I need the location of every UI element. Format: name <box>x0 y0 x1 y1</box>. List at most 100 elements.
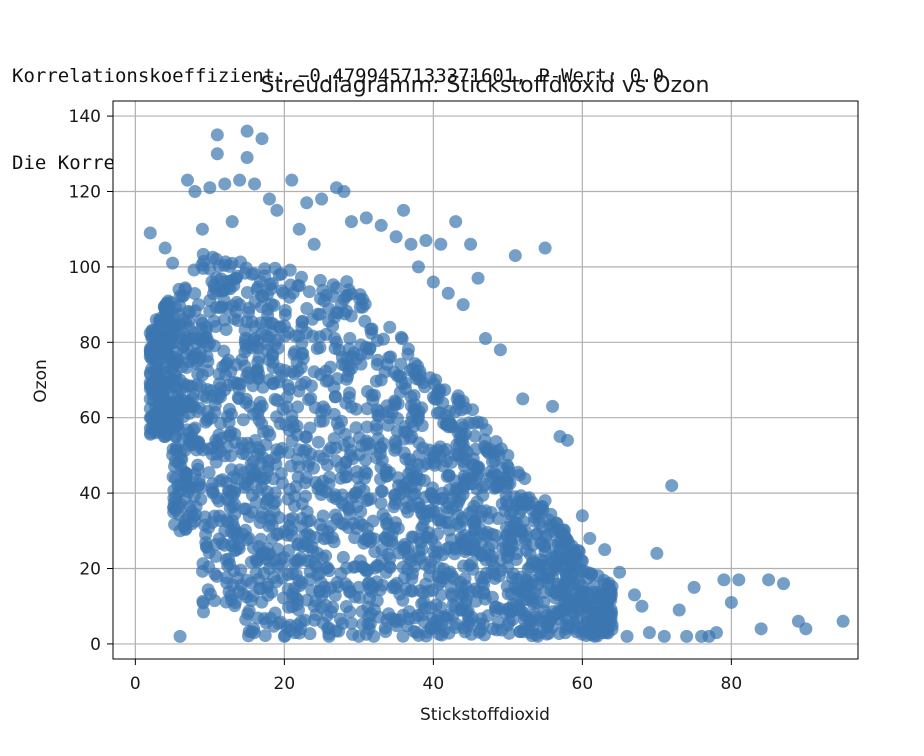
scatter-point <box>449 215 463 229</box>
scatter-point <box>225 215 239 229</box>
scatter-point <box>385 534 399 548</box>
scatter-point <box>421 584 435 598</box>
scatter-point <box>334 471 348 485</box>
scatter-point <box>508 515 522 529</box>
scatter-point <box>313 273 327 287</box>
scatter-point <box>215 536 229 550</box>
scatter-point <box>412 544 426 558</box>
scatter-point <box>494 476 508 490</box>
scatter-point <box>186 423 200 437</box>
scatter-point <box>329 454 343 468</box>
scatter-point <box>544 550 558 564</box>
scatter-point <box>404 237 418 251</box>
scatter-point <box>282 544 296 558</box>
scatter-point <box>299 430 313 444</box>
scatter-point <box>263 277 277 291</box>
scatter-point <box>538 494 552 508</box>
scatter-point <box>549 562 563 576</box>
correlation-result-line: Korrelationskoeffizient: −0.479945713337… <box>12 65 665 87</box>
scatter-point <box>243 399 257 413</box>
scatter-point <box>285 567 299 581</box>
scatter-point <box>397 543 411 557</box>
scatter-point <box>287 347 301 361</box>
scatter-point <box>450 438 464 452</box>
scatter-point <box>458 571 472 585</box>
scatter-point <box>155 381 169 395</box>
scatter-point <box>150 411 164 425</box>
scatter-point <box>336 550 350 564</box>
scatter-point <box>340 275 354 289</box>
scatter-point <box>279 418 293 432</box>
scatter-point <box>441 286 455 300</box>
scatter-point <box>540 620 554 634</box>
scatter-point <box>236 413 250 427</box>
scatter-point <box>284 459 298 473</box>
scatter-point <box>657 629 671 643</box>
scatter-point <box>370 422 384 436</box>
scatter-point <box>143 421 157 435</box>
scatter-point <box>485 564 499 578</box>
scatter-point <box>628 588 641 602</box>
scatter-point <box>161 302 175 316</box>
scatter-point <box>221 559 235 573</box>
scatter-point <box>322 477 336 491</box>
scatter-point <box>546 518 560 532</box>
scatter-point <box>215 432 229 446</box>
scatter-point <box>389 516 403 530</box>
scatter-point <box>280 400 294 414</box>
scatter-point <box>266 496 280 510</box>
scatter-point <box>254 316 268 330</box>
scatter-point <box>361 385 375 399</box>
scatter-point <box>501 618 515 632</box>
scatter-point <box>370 451 384 465</box>
x-tick-label: 20 <box>274 674 296 694</box>
y-tick-label: 40 <box>79 484 101 504</box>
scatter-point <box>326 278 340 292</box>
scatter-point <box>322 314 336 328</box>
scatter-point <box>374 218 388 232</box>
scatter-point <box>367 629 381 643</box>
scatter-point <box>267 298 281 312</box>
scatter-point <box>379 625 393 639</box>
scatter-point <box>247 541 261 555</box>
scatter-point <box>575 554 589 568</box>
scatter-point <box>444 455 458 469</box>
scatter-point <box>235 353 249 367</box>
scatter-point <box>208 594 222 608</box>
scatter-point <box>326 289 340 303</box>
scatter-point <box>411 411 425 425</box>
scatter-point <box>456 448 470 462</box>
scatter-point <box>333 612 347 626</box>
scatter-point <box>158 366 172 380</box>
scatter-point <box>383 320 397 334</box>
scatter-point <box>251 355 265 369</box>
scatter-point <box>342 391 356 405</box>
data-points <box>143 124 850 643</box>
scatter-point <box>300 302 314 316</box>
scatter-point <box>324 605 338 619</box>
scatter-point <box>191 367 205 381</box>
scatter-point <box>229 543 243 557</box>
scatter-point <box>486 622 500 636</box>
scatter-point <box>210 569 224 583</box>
scatter-point <box>167 491 181 505</box>
scatter-point <box>613 565 627 579</box>
scatter-point <box>411 260 425 274</box>
scatter-point <box>478 433 492 447</box>
scatter-point <box>188 304 202 318</box>
scatter-point <box>578 598 592 612</box>
scatter-point <box>337 498 351 512</box>
scatter-point <box>228 599 242 613</box>
x-axis: 0 20 40 60 80 <box>130 659 742 694</box>
scatter-point <box>145 329 159 343</box>
y-axis: 0 20 40 60 80 100 120 140 <box>69 107 113 655</box>
scatter-point <box>270 333 284 347</box>
scatter-point <box>538 241 552 255</box>
x-tick-label: 0 <box>130 674 141 694</box>
scatter-point <box>555 604 569 618</box>
scatter-point <box>292 222 306 236</box>
scatter-point <box>518 472 532 486</box>
scatter-point <box>374 496 388 510</box>
scatter-point <box>370 357 384 371</box>
